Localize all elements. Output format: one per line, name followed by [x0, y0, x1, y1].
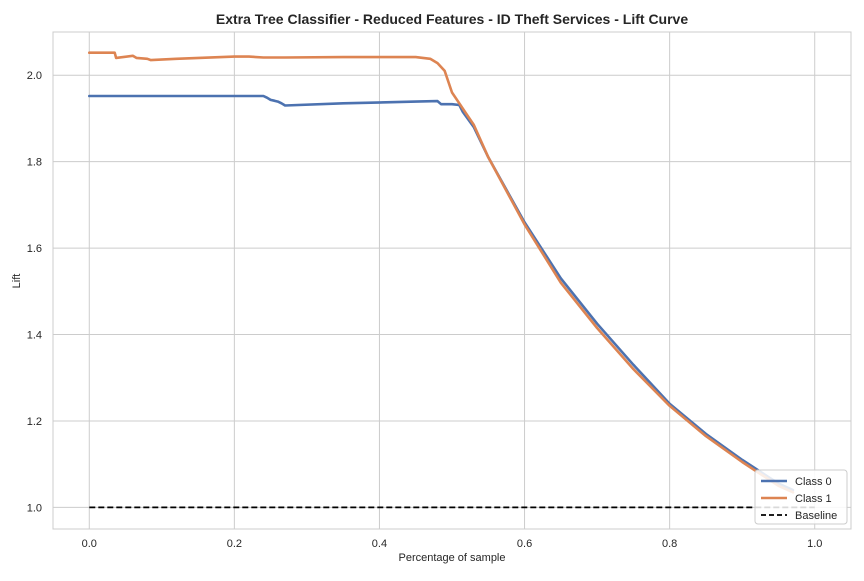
legend-label: Class 0: [795, 476, 832, 488]
x-tick-label: 1.0: [807, 538, 822, 550]
y-tick-label: 1.6: [27, 243, 42, 255]
plot-frame: [52, 31, 852, 530]
series-line-class-1: [88, 51, 795, 494]
tick-labels: 0.0 0.2 0.4 0.6 0.8 1.0 1.0 1.2 1.4 1.6 1.8 2.0: [27, 70, 823, 550]
y-tick-label: 1.2: [27, 416, 42, 428]
x-tick-label: 0.6: [517, 538, 532, 550]
x-tick-label: 0.2: [227, 538, 242, 550]
y-tick-label: 2.0: [27, 70, 42, 82]
series-line-class-0: [88, 94, 795, 492]
legend-box: [754, 469, 848, 525]
x-tick-label: 0.4: [372, 538, 387, 550]
y-tick-label: 1.8: [27, 157, 42, 169]
y-tick-label: 1.0: [27, 502, 42, 514]
legend-label: Class 1: [795, 493, 832, 505]
y-tick-label: 1.4: [27, 330, 42, 342]
x-tick-label: 0.0: [82, 538, 97, 550]
x-axis-label: Percentage of sample: [398, 552, 505, 564]
chart-title: Extra Tree Classifier - Reduced Features…: [216, 11, 688, 27]
grid: [53, 32, 851, 529]
series-lines: [88, 51, 815, 509]
x-tick-label: 0.8: [662, 538, 677, 550]
y-axis-label: Lift: [11, 274, 23, 289]
legend-label: Baseline: [795, 510, 837, 522]
legend: Class 0 Class 1 Baseline: [754, 469, 848, 525]
